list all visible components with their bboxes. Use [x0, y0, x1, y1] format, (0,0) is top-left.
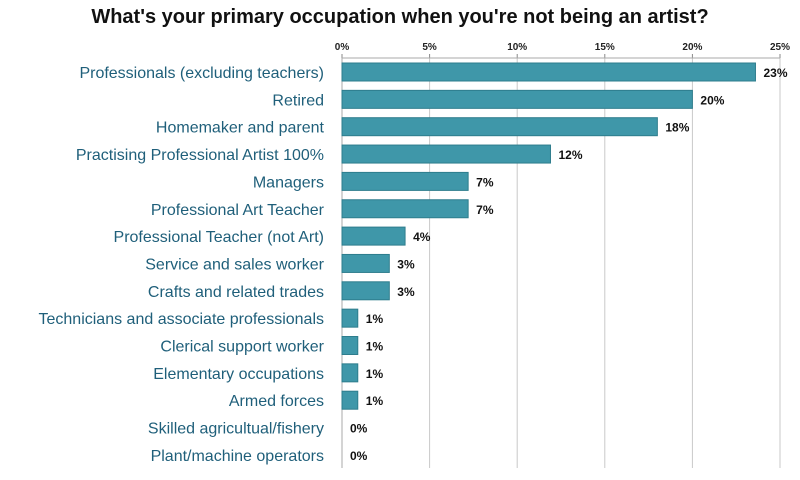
- category-label: Practising Professional Artist 100%: [76, 147, 324, 164]
- bar: [341, 390, 359, 410]
- bar: [341, 199, 469, 219]
- bar: [341, 89, 693, 109]
- bar: [341, 308, 359, 328]
- category-label: Service and sales worker: [145, 256, 324, 273]
- x-tick-label: 0%: [335, 42, 350, 53]
- category-label: Crafts and related trades: [148, 284, 324, 301]
- bars: [341, 62, 756, 410]
- data-label: 1%: [366, 340, 384, 354]
- bar: [341, 117, 658, 137]
- data-label: 7%: [476, 203, 494, 217]
- bar: [341, 336, 359, 355]
- category-label: Homemaker and parent: [156, 120, 325, 137]
- bar: [341, 62, 756, 82]
- x-axis-ticks: 0% 5% 10% 15% 20% 25%: [335, 42, 790, 53]
- data-label: 1%: [366, 312, 384, 326]
- data-labels: 23% 20% 18% 12% 7% 7% 4% 3% 3% 1% 1% 1% 1% 0% 0%: [350, 66, 788, 463]
- category-label: Professional Art Teacher: [151, 202, 325, 219]
- category-label: Clerical support worker: [160, 339, 324, 356]
- bar: [341, 171, 469, 191]
- data-label: 0%: [350, 422, 368, 436]
- bar: [341, 226, 406, 246]
- data-label: 3%: [397, 257, 415, 271]
- data-label: 3%: [397, 285, 415, 299]
- data-label: 4%: [413, 230, 431, 244]
- x-tick-label: 5%: [422, 42, 437, 53]
- data-label: 12%: [558, 148, 582, 162]
- category-label: Managers: [253, 174, 324, 191]
- category-label: Armed forces: [229, 393, 324, 410]
- data-label: 18%: [665, 121, 689, 135]
- bar: [341, 253, 390, 273]
- data-label: 0%: [350, 449, 368, 463]
- category-label: Skilled agricultual/fishery: [148, 421, 324, 438]
- bar: [341, 363, 359, 383]
- category-label: Elementary occupations: [153, 366, 324, 383]
- category-label: Professional Teacher (not Art): [114, 229, 324, 246]
- data-label: 1%: [366, 394, 384, 408]
- data-label: 20%: [700, 93, 724, 107]
- x-tick-label: 20%: [682, 42, 702, 53]
- bar: [341, 144, 551, 164]
- data-label: 7%: [476, 175, 494, 189]
- bar: [341, 281, 390, 301]
- category-label: Technicians and associate professionals: [39, 311, 325, 328]
- x-tick-label: 10%: [507, 42, 527, 53]
- x-tick-label: 25%: [770, 42, 790, 53]
- data-label: 1%: [366, 367, 384, 381]
- category-label: Plant/machine operators: [151, 448, 324, 465]
- data-label: 23%: [763, 66, 787, 80]
- category-label: Professionals (excluding teachers): [79, 65, 324, 82]
- chart-title: What's your primary occupation when you'…: [91, 6, 709, 28]
- category-labels: Professionals (excluding teachers) Retire…: [39, 65, 325, 465]
- x-tick-label: 15%: [595, 42, 615, 53]
- category-label: Retired: [272, 92, 324, 109]
